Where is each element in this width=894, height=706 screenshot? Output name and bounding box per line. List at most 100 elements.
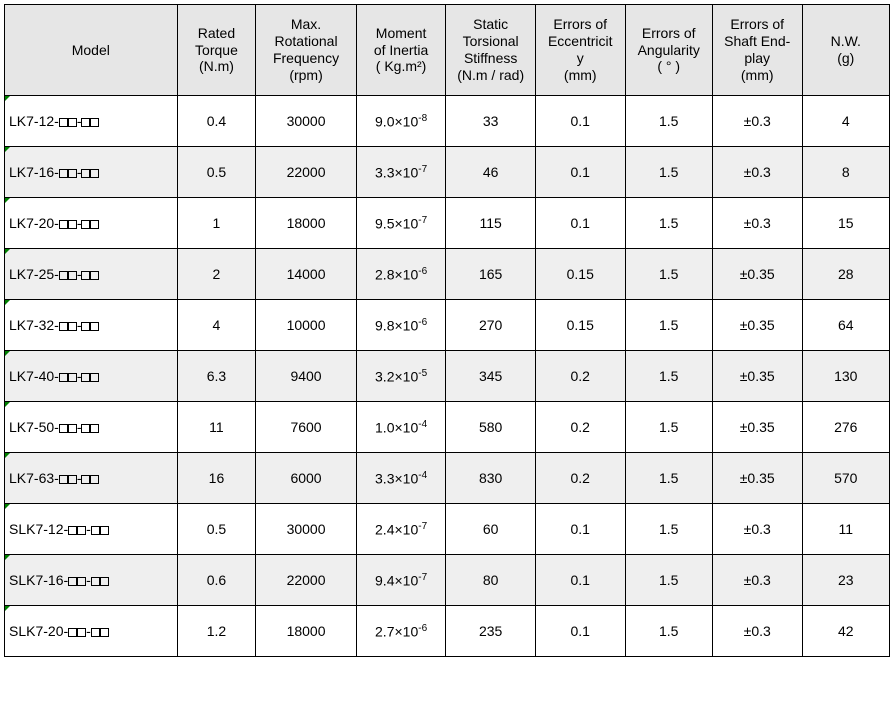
cell-stiffness: 830 [446, 453, 536, 504]
cell-stiffness: 60 [446, 504, 536, 555]
placeholder-box [90, 220, 99, 229]
cell-endplay: ±0.3 [712, 147, 802, 198]
cell-rated-torque: 2 [177, 249, 256, 300]
cell-rated-torque: 1.2 [177, 606, 256, 657]
placeholder-box [59, 322, 68, 331]
cell-nw: 23 [802, 555, 889, 606]
placeholder-box [81, 169, 90, 178]
cell-angularity: 1.5 [625, 402, 712, 453]
placeholder-box [68, 271, 77, 280]
placeholder-box [81, 271, 90, 280]
table-row: LK7-25--2140002.8×10-61650.151.5±0.3528 [5, 249, 890, 300]
cell-inertia: 2.8×10-6 [356, 249, 446, 300]
cell-stiffness: 33 [446, 96, 536, 147]
cell-inertia: 9.4×10-7 [356, 555, 446, 606]
cell-inertia: 1.0×10-4 [356, 402, 446, 453]
cell-endplay: ±0.35 [712, 402, 802, 453]
table-row: SLK7-20--1.2180002.7×10-62350.11.5±0.342 [5, 606, 890, 657]
placeholder-box [90, 373, 99, 382]
cell-eccentricity: 0.15 [535, 300, 625, 351]
cell-max-rpm: 18000 [256, 606, 357, 657]
cell-model: LK7-25-- [5, 249, 178, 300]
placeholder-box [59, 118, 68, 127]
placeholder-box [90, 169, 99, 178]
placeholder-box [100, 628, 109, 637]
placeholder-box [59, 424, 68, 433]
cell-nw: 130 [802, 351, 889, 402]
cell-endplay: ±0.3 [712, 96, 802, 147]
cell-stiffness: 345 [446, 351, 536, 402]
cell-eccentricity: 0.1 [535, 504, 625, 555]
placeholder-box [81, 220, 90, 229]
cell-model: SLK7-20-- [5, 606, 178, 657]
cell-nw: 64 [802, 300, 889, 351]
table-row: LK7-32--4100009.8×10-62700.151.5±0.3564 [5, 300, 890, 351]
cell-rated-torque: 4 [177, 300, 256, 351]
cell-rated-torque: 6.3 [177, 351, 256, 402]
placeholder-box [59, 271, 68, 280]
col-header: StaticTorsionalStiffness(N.m / rad) [446, 5, 536, 96]
cell-eccentricity: 0.2 [535, 402, 625, 453]
cell-stiffness: 115 [446, 198, 536, 249]
cell-endplay: ±0.35 [712, 351, 802, 402]
col-header: Errors ofShaft End-play(mm) [712, 5, 802, 96]
cell-nw: 28 [802, 249, 889, 300]
table-row: LK7-50--1176001.0×10-45800.21.5±0.35276 [5, 402, 890, 453]
cell-eccentricity: 0.2 [535, 351, 625, 402]
placeholder-box [90, 271, 99, 280]
cell-rated-torque: 11 [177, 402, 256, 453]
placeholder-box [90, 424, 99, 433]
cell-inertia: 3.3×10-4 [356, 453, 446, 504]
cell-nw: 4 [802, 96, 889, 147]
cell-max-rpm: 30000 [256, 504, 357, 555]
cell-angularity: 1.5 [625, 504, 712, 555]
placeholder-box [81, 322, 90, 331]
placeholder-box [81, 475, 90, 484]
col-header: Errors ofEccentricity(mm) [535, 5, 625, 96]
placeholder-box [100, 577, 109, 586]
placeholder-box [90, 118, 99, 127]
placeholder-box [68, 628, 77, 637]
placeholder-box [91, 628, 100, 637]
table-row: LK7-63--1660003.3×10-48300.21.5±0.35570 [5, 453, 890, 504]
cell-max-rpm: 30000 [256, 96, 357, 147]
placeholder-box [81, 424, 90, 433]
cell-endplay: ±0.35 [712, 300, 802, 351]
cell-inertia: 9.8×10-6 [356, 300, 446, 351]
placeholder-box [59, 169, 68, 178]
placeholder-box [100, 526, 109, 535]
placeholder-box [68, 322, 77, 331]
cell-rated-torque: 0.5 [177, 147, 256, 198]
col-header: Model [5, 5, 178, 96]
placeholder-box [77, 526, 86, 535]
table-row: SLK7-12--0.5300002.4×10-7600.11.5±0.311 [5, 504, 890, 555]
cell-nw: 276 [802, 402, 889, 453]
cell-inertia: 2.4×10-7 [356, 504, 446, 555]
placeholder-box [68, 424, 77, 433]
cell-model: LK7-40-- [5, 351, 178, 402]
col-header: Errors ofAngularity( ° ) [625, 5, 712, 96]
cell-endplay: ±0.35 [712, 249, 802, 300]
cell-angularity: 1.5 [625, 300, 712, 351]
cell-eccentricity: 0.1 [535, 606, 625, 657]
cell-model: LK7-20-- [5, 198, 178, 249]
col-header: Max.RotationalFrequency(rpm) [256, 5, 357, 96]
placeholder-box [90, 322, 99, 331]
cell-angularity: 1.5 [625, 606, 712, 657]
placeholder-box [68, 373, 77, 382]
cell-inertia: 9.0×10-8 [356, 96, 446, 147]
cell-max-rpm: 14000 [256, 249, 357, 300]
table-row: LK7-12--0.4300009.0×10-8330.11.5±0.34 [5, 96, 890, 147]
cell-rated-torque: 16 [177, 453, 256, 504]
cell-endplay: ±0.35 [712, 453, 802, 504]
table-row: SLK7-16--0.6220009.4×10-7800.11.5±0.323 [5, 555, 890, 606]
cell-inertia: 3.3×10-7 [356, 147, 446, 198]
cell-model: LK7-50-- [5, 402, 178, 453]
table-row: LK7-20--1180009.5×10-71150.11.5±0.315 [5, 198, 890, 249]
cell-eccentricity: 0.2 [535, 453, 625, 504]
cell-stiffness: 46 [446, 147, 536, 198]
cell-stiffness: 165 [446, 249, 536, 300]
spec-table: ModelRatedTorque(N.m)Max.RotationalFrequ… [4, 4, 890, 657]
cell-model: LK7-63-- [5, 453, 178, 504]
placeholder-box [59, 475, 68, 484]
